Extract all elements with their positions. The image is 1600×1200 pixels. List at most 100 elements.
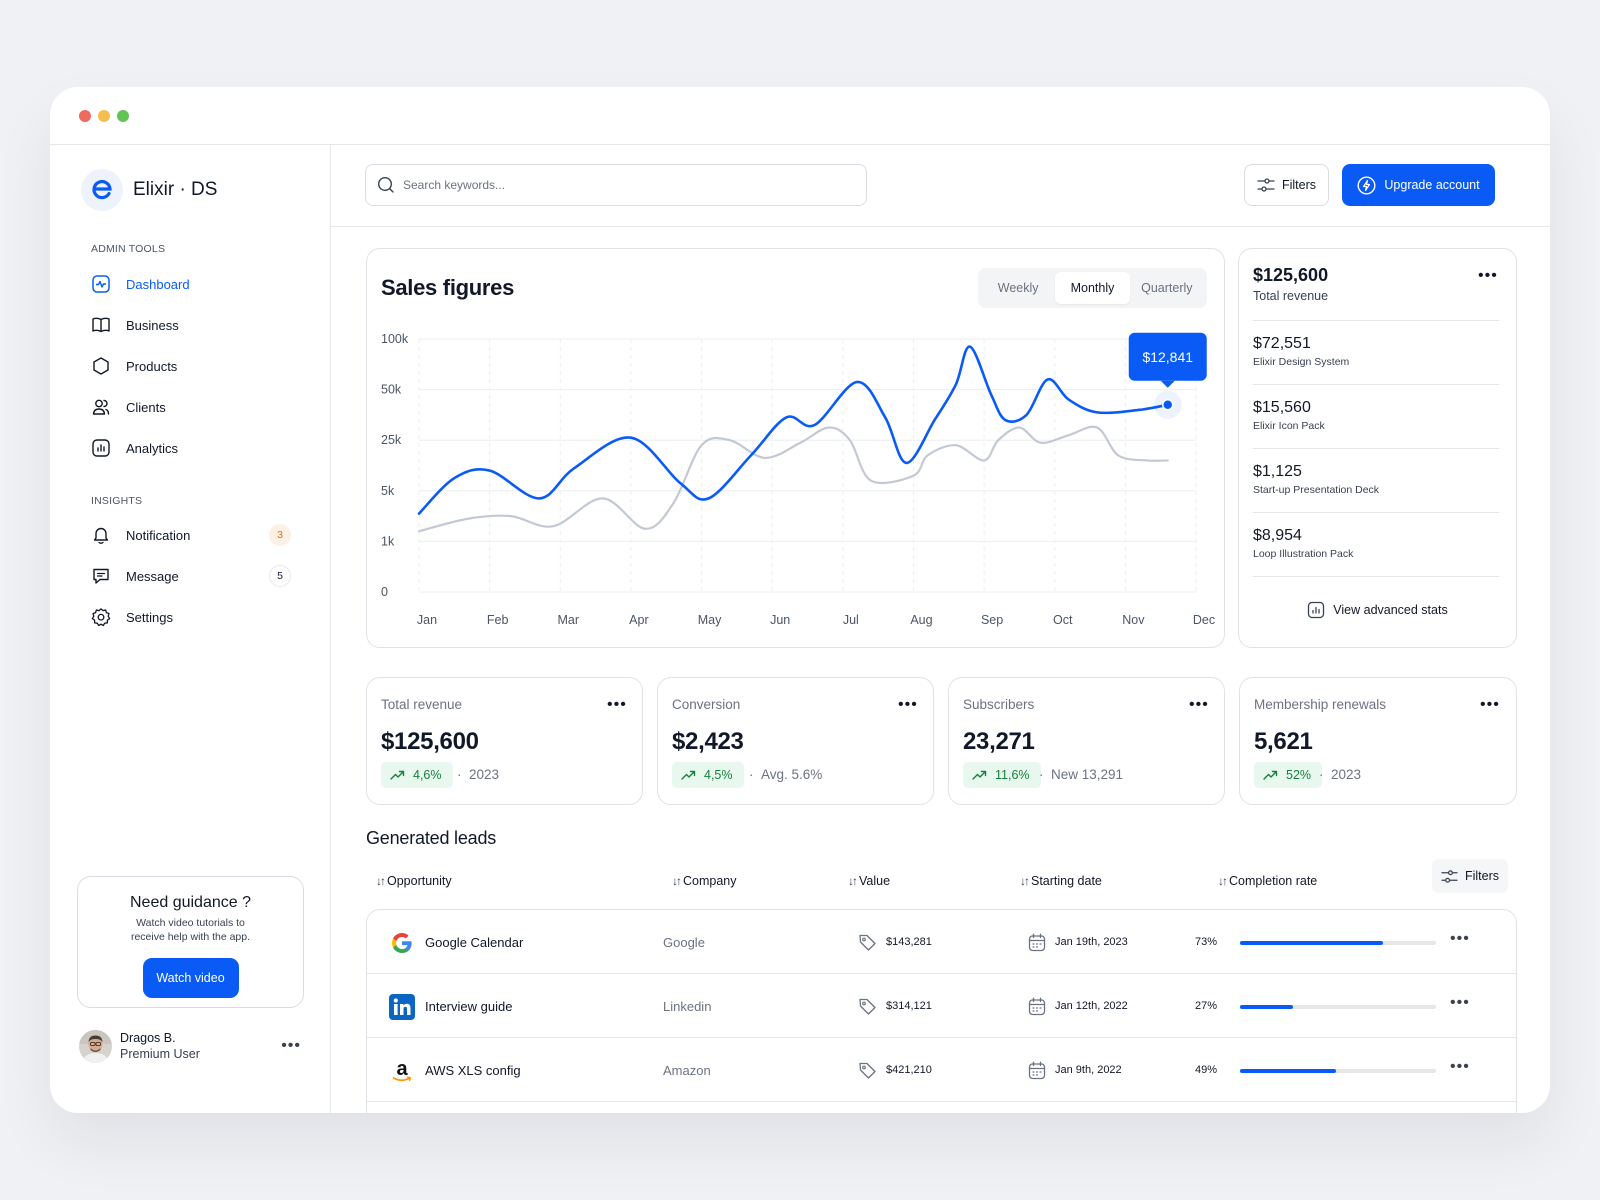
- stat-note: · 2023: [1319, 767, 1362, 782]
- user-role: Premium User: [120, 1047, 200, 1061]
- lead-value: $314,121: [858, 974, 932, 1038]
- sidebar-item-settings[interactable]: Settings: [91, 604, 291, 630]
- start-date: Jan 9th, 2022: [1028, 1038, 1122, 1102]
- lead-value: $143,281: [858, 910, 932, 974]
- sidebar: Elixir · DS ADMIN TOOLS Dashboard Busine…: [50, 145, 331, 1113]
- completion-rate: 27%: [1195, 1000, 1218, 1012]
- tag-icon: [859, 1062, 876, 1079]
- sidebar-item-dashboard[interactable]: Dashboard: [91, 271, 291, 297]
- stat-more-icon[interactable]: •••: [1480, 696, 1500, 713]
- linkedin-logo-icon: [389, 994, 415, 1020]
- tooltip-arrow: [1160, 380, 1175, 388]
- column-label: Opportunity: [387, 874, 452, 888]
- bell-icon: [91, 525, 111, 545]
- tab-monthly[interactable]: Monthly: [1055, 272, 1130, 304]
- avatar[interactable]: [79, 1029, 112, 1063]
- filters-button[interactable]: Filters: [1244, 164, 1329, 206]
- sidebar-item-business[interactable]: Business: [91, 312, 291, 338]
- filters-label: Filters: [1281, 178, 1317, 192]
- revenue-summary: $125,600 Total revenue: [1253, 265, 1328, 303]
- revenue-item: $72,551 Elixir Design System: [1253, 335, 1499, 368]
- row-more-icon[interactable]: •••: [1450, 1058, 1470, 1075]
- tag-icon: [859, 998, 876, 1015]
- revenue-total-label: Total revenue: [1253, 289, 1329, 303]
- row-more-icon[interactable]: •••: [1450, 930, 1470, 947]
- opportunity-name: Interview guide: [425, 998, 513, 1014]
- completion-progress-bar: [1240, 1069, 1436, 1073]
- sidebar-item-analytics[interactable]: Analytics: [91, 435, 291, 461]
- row-more-icon[interactable]: •••: [1450, 994, 1470, 1011]
- user-more-icon[interactable]: •••: [281, 1037, 301, 1054]
- tab-quarterly[interactable]: Quarterly: [1141, 281, 1193, 295]
- user-profile[interactable]: Dragos B. Premium User •••: [79, 1027, 301, 1065]
- sidebar-item-message[interactable]: Message 5: [91, 563, 291, 589]
- completion-rate: 73%: [1195, 936, 1218, 948]
- insights-label: INSIGHTS: [91, 495, 143, 507]
- stat-note-text: 2023: [1331, 767, 1362, 782]
- stat-card-conversion: Conversion ••• $2,423 4,5% · Avg. 5.6%: [657, 677, 934, 805]
- stat-title: Subscribers: [963, 697, 1035, 712]
- sidebar-item-products[interactable]: Products: [91, 353, 291, 379]
- stat-change: 4,5%: [704, 768, 733, 782]
- pulse-icon: [91, 274, 111, 294]
- revenue-more-icon[interactable]: •••: [1478, 267, 1498, 284]
- watch-video-button[interactable]: Watch video: [142, 958, 239, 998]
- guidance-title: Need guidance ?: [130, 894, 251, 911]
- upgrade-account-button[interactable]: Upgrade account: [1342, 164, 1495, 206]
- company-name: Linkedin: [663, 998, 712, 1014]
- column-completion-rate[interactable]: ↓↑ Completion rate: [1218, 874, 1317, 888]
- revenue-item-amount: $72,551: [1253, 335, 1311, 352]
- stat-card-subscribers: Subscribers ••• 23,271 11,6% · New 13,29…: [948, 677, 1225, 805]
- table-filters-label: Filters: [1464, 869, 1500, 883]
- search-input[interactable]: [403, 178, 823, 192]
- table-row[interactable]: Interview guide Linkedin $314,121 Jan 12…: [367, 974, 1516, 1038]
- stat-more-icon[interactable]: •••: [1189, 696, 1209, 713]
- x-tick-label: Sep: [981, 613, 1003, 627]
- stat-change-chip: 4,6%: [381, 762, 453, 788]
- revenue-item-amount: $1,125: [1253, 463, 1302, 480]
- sidebar-item-label: Settings: [126, 609, 173, 625]
- column-company[interactable]: ↓↑ Company: [672, 874, 737, 888]
- sidebar-item-clients[interactable]: Clients: [91, 394, 291, 420]
- brand[interactable]: Elixir · DS: [81, 169, 217, 211]
- revenue-item: $15,560 Elixir Icon Pack: [1253, 399, 1499, 432]
- table-row[interactable]: Google Calendar Google $143,281 Jan 19th…: [367, 910, 1516, 974]
- trend-up-icon: [972, 770, 987, 780]
- message-count-badge: 5: [269, 565, 291, 587]
- completion-progress-fill: [1240, 941, 1384, 945]
- sliders-icon: [1257, 178, 1275, 192]
- stat-more-icon[interactable]: •••: [898, 696, 918, 713]
- google-logo-icon: [389, 930, 415, 956]
- period-toggle: Weekly Monthly Quarterly: [978, 268, 1207, 308]
- y-tick-label: 50k: [381, 383, 402, 397]
- start-date: Jan 19th, 2023: [1028, 910, 1128, 974]
- calendar-icon: [1028, 1061, 1046, 1079]
- trend-up-icon: [390, 770, 405, 780]
- y-tick-label: 100k: [381, 332, 409, 346]
- column-starting-date[interactable]: ↓↑ Starting date: [1020, 874, 1102, 888]
- search-box[interactable]: [365, 164, 867, 206]
- sidebar-item-notification[interactable]: Notification 3: [91, 522, 291, 548]
- maximize-window-dot[interactable]: [117, 110, 129, 122]
- column-value[interactable]: ↓↑ Value: [848, 874, 890, 888]
- table-row[interactable]: a AWS XLS config Amazon $421,210 Jan 9th…: [367, 1038, 1516, 1102]
- revenue-item-label: Elixir Icon Pack: [1253, 420, 1325, 432]
- table-filters-button[interactable]: Filters: [1432, 859, 1508, 893]
- message-icon: [91, 566, 111, 586]
- svg-text:a: a: [396, 1058, 408, 1080]
- upgrade-label: Upgrade account: [1384, 178, 1480, 192]
- stat-value: 23,271: [963, 728, 1035, 755]
- stat-more-icon[interactable]: •••: [607, 696, 627, 713]
- lead-value: $421,210: [858, 1038, 932, 1102]
- minimize-window-dot[interactable]: [98, 110, 110, 122]
- start-date-text: Jan 9th, 2022: [1055, 1064, 1122, 1076]
- sort-icon: ↓↑: [1218, 874, 1228, 888]
- tooltip-box: [1128, 332, 1207, 381]
- completion-progress-fill: [1240, 1005, 1293, 1009]
- close-window-dot[interactable]: [79, 110, 91, 122]
- view-advanced-stats-link[interactable]: View advanced stats: [1239, 601, 1516, 619]
- column-opportunity[interactable]: ↓↑ Opportunity: [376, 874, 452, 888]
- revenue-breakdown-card: $125,600 Total revenue ••• $72,551 Elixi…: [1238, 248, 1517, 648]
- opportunity-name: Google Calendar: [425, 934, 524, 950]
- tab-weekly[interactable]: Weekly: [997, 281, 1039, 295]
